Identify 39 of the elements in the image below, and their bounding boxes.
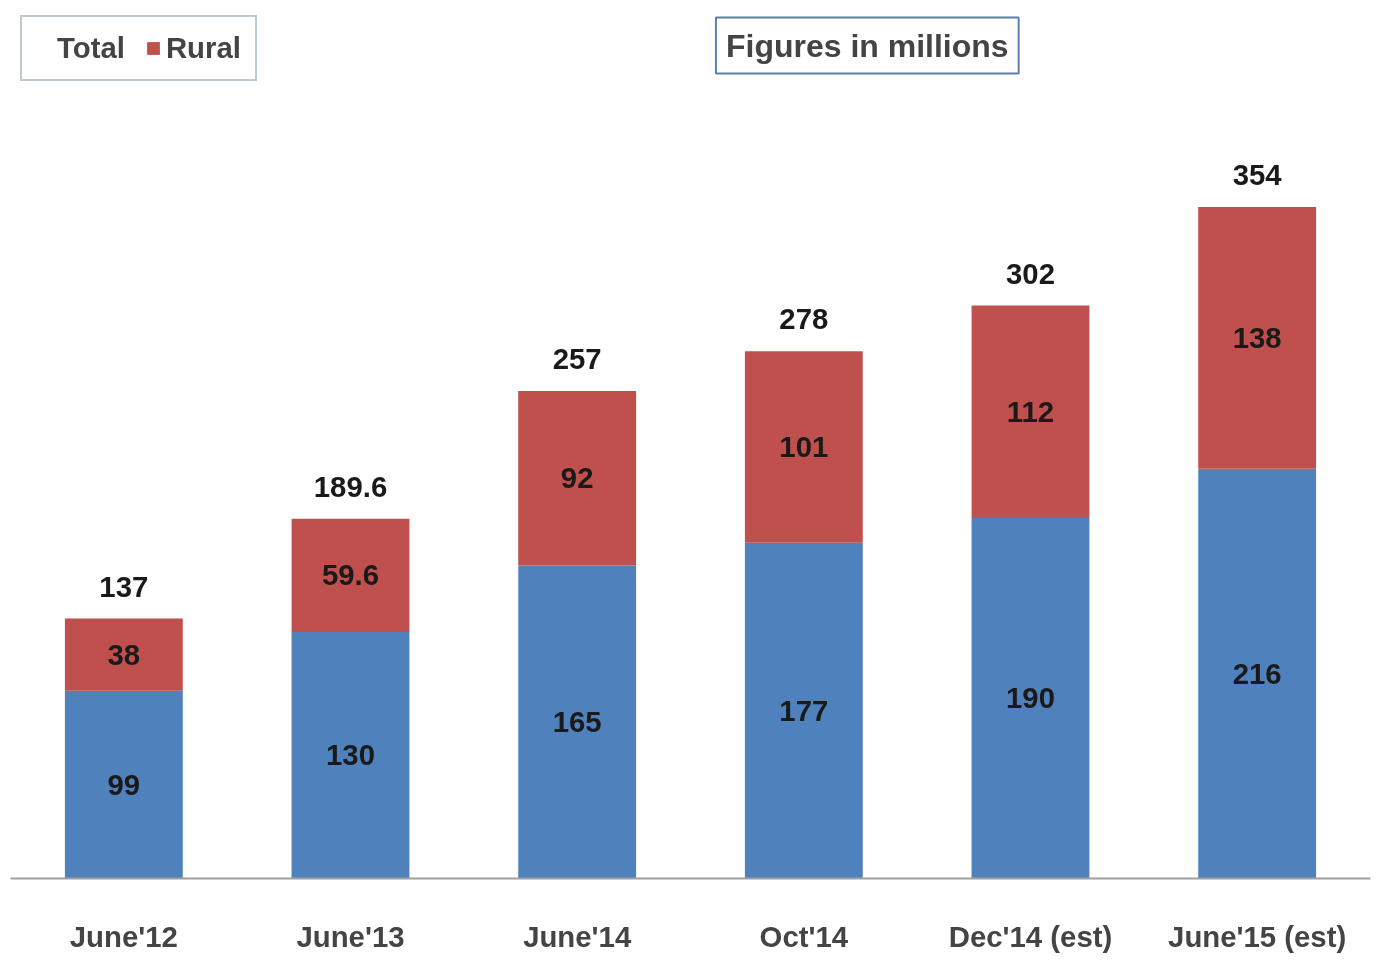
bar bbox=[291, 631, 410, 879]
bar bbox=[518, 565, 637, 879]
total-label: 257 bbox=[552, 341, 602, 375]
data-label: 112 bbox=[1006, 394, 1055, 428]
data-label: 177 bbox=[779, 693, 829, 727]
total-label: 278 bbox=[779, 302, 829, 336]
data-label: 59.6 bbox=[321, 558, 380, 592]
x-tick-label: June'15 (est) bbox=[1168, 919, 1347, 953]
x-tick-label: Oct'14 bbox=[759, 919, 849, 953]
data-label: 38 bbox=[107, 637, 141, 671]
bar bbox=[1198, 468, 1317, 879]
data-label: 92 bbox=[560, 461, 594, 495]
total-label: 137 bbox=[99, 569, 149, 603]
data-label: 99 bbox=[107, 767, 141, 801]
x-tick-label: June'12 bbox=[69, 919, 178, 953]
bar bbox=[64, 690, 183, 879]
x-tick-label: Dec'14 (est) bbox=[948, 919, 1113, 953]
total-label: 354 bbox=[1232, 157, 1283, 191]
bar bbox=[744, 351, 863, 543]
text: Figures in millions bbox=[725, 27, 1009, 64]
data-label: 165 bbox=[552, 705, 602, 738]
data-label: 130 bbox=[326, 738, 375, 772]
bar bbox=[518, 390, 637, 566]
bar bbox=[971, 518, 1090, 879]
bar bbox=[64, 618, 183, 691]
total-label: 189.6 bbox=[313, 469, 388, 503]
total-label: 302 bbox=[1006, 256, 1055, 290]
legend-label: Rural bbox=[165, 31, 241, 65]
bar bbox=[971, 305, 1090, 519]
data-label: 216 bbox=[1232, 656, 1282, 690]
bar bbox=[1198, 206, 1317, 469]
text: Total bbox=[57, 31, 125, 65]
x-tick-label: June'13 bbox=[296, 919, 405, 953]
bar bbox=[744, 542, 863, 879]
bar bbox=[291, 518, 410, 632]
data-label: 190 bbox=[1006, 681, 1055, 715]
data-label: 138 bbox=[1232, 320, 1282, 354]
data-label: 101 bbox=[779, 429, 829, 463]
x-tick-label: June'14 bbox=[523, 919, 632, 953]
